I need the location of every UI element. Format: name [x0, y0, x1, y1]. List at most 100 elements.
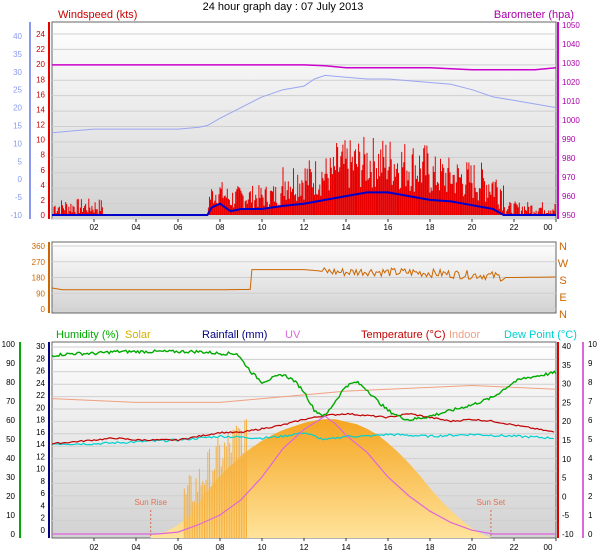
sun-markers: Sun Rise Sun Set: [134, 498, 506, 538]
uv-axis-label: 10: [588, 340, 597, 349]
barometer-axis: 1050 1040 1030 1020 1010 1000 990 980 970 960 950: [557, 21, 580, 220]
temp-axis-label: 10: [562, 455, 571, 464]
x-tick-label: 02: [90, 543, 99, 552]
inner-axis-label: 18: [36, 75, 45, 84]
inner-axis-label: 22: [36, 45, 45, 54]
x-tick-label: 20: [468, 543, 477, 552]
uv-axis-label: 5: [588, 435, 593, 444]
rain-axis-label: 6: [41, 489, 46, 498]
x-tick-label: 12: [300, 223, 309, 232]
inner-axis-label: 12: [36, 121, 45, 130]
humidity-axis-label: 90: [6, 359, 15, 368]
compass-label: E: [559, 292, 566, 304]
uv-axis-label: 9: [588, 359, 593, 368]
compass-label: S: [559, 275, 566, 287]
wind-direction-axis: 360 270 180 90 0: [32, 242, 50, 314]
temperature-axis: 40 35 30 25 20 15 10 5 0 -5 -10: [557, 342, 574, 539]
rain-axis-label: 28: [36, 354, 45, 363]
uv-axis-label: 7: [588, 397, 593, 406]
inner-axis-label: 24: [36, 30, 45, 39]
right-axis-label: 1030: [562, 59, 580, 68]
temp-axis-label: 5: [562, 474, 567, 483]
solar-area: [150, 419, 491, 538]
inner-axis-label: 16: [36, 90, 45, 99]
inner-axis-label: 2: [41, 196, 46, 205]
legend-entry: UV: [285, 329, 301, 341]
barometer-axis-title: Barometer (hpa): [494, 9, 574, 21]
temp-axis-label: 25: [562, 398, 571, 407]
rain-axis-label: 12: [36, 452, 45, 461]
compass-label: W: [558, 258, 569, 270]
uv-line: [52, 415, 556, 535]
temp-axis-label: -10: [562, 530, 574, 539]
humidity-axis-label: 80: [6, 378, 15, 387]
right-axis-label: 950: [562, 211, 576, 220]
rain-axis-label: 22: [36, 391, 45, 400]
rain-axis-label: 2: [41, 514, 46, 523]
outer-axis-label: 30: [13, 68, 22, 77]
outer-axis-label: 5: [18, 157, 23, 166]
solar-early-spikes: [183, 419, 247, 538]
temp-axis-label: 20: [562, 417, 571, 426]
rain-axis-label: 18: [36, 416, 45, 425]
x-tick-label: 16: [384, 223, 393, 232]
legend-entry: Temperature (°C): [361, 329, 445, 341]
right-axis-label: 980: [562, 154, 576, 163]
windspeed-average-line: [52, 191, 556, 216]
rain-axis-label: 10: [36, 465, 45, 474]
dir-axis-label: 360: [32, 242, 46, 251]
outer-axis-label: -5: [15, 193, 23, 202]
x-tick-label: 06: [174, 223, 183, 232]
uv-axis-label: 0: [588, 530, 593, 539]
uv-axis-label: 6: [588, 416, 593, 425]
humidity-axis-label: 60: [6, 416, 15, 425]
legend-entry: Dew Point (°C): [504, 329, 577, 341]
wind-direction-line: [51, 267, 556, 291]
right-axis-label: 1020: [562, 78, 580, 87]
humidity-line: [51, 349, 557, 422]
temp-axis-label: 15: [562, 436, 571, 445]
inner-axis-label: 14: [36, 105, 45, 114]
x-tick-label: 22: [510, 543, 519, 552]
outer-axis-label: 35: [13, 50, 22, 59]
dir-axis-label: 270: [32, 258, 46, 267]
humidity-axis-label: 50: [6, 435, 15, 444]
x-tick-label: 22: [510, 223, 519, 232]
x-tick-label: 02: [90, 223, 99, 232]
x-tick-label: 08: [216, 543, 225, 552]
right-axis-label: 1010: [562, 97, 580, 106]
inner-axis-label: 8: [41, 151, 46, 160]
dir-axis-label: 180: [32, 274, 46, 283]
x-tick-label: 12: [300, 543, 309, 552]
rain-axis-label: 8: [41, 477, 46, 486]
uv-axis-label: 3: [588, 473, 593, 482]
rain-axis-label: 26: [36, 367, 45, 376]
dir-axis-label: 0: [41, 305, 46, 314]
graph-title: 24 hour graph day : 07 July 2013: [203, 1, 364, 13]
right-axis-label: 1040: [562, 40, 580, 49]
inner-axis-label: 6: [41, 166, 46, 175]
compass-label: N: [559, 309, 567, 321]
outer-axis-label: 10: [13, 139, 22, 148]
uv-axis-label: 1: [588, 511, 593, 520]
rain-axis-label: 24: [36, 379, 45, 388]
x-tick-label: 16: [384, 543, 393, 552]
dew-point-line: [51, 431, 555, 446]
dir-axis-label: 90: [36, 289, 45, 298]
rain-axis-label: 0: [41, 526, 46, 535]
x-tick-label: 10: [258, 543, 267, 552]
uv-axis-label: 4: [588, 454, 593, 463]
right-axis-label: 1050: [562, 21, 580, 30]
right-axis-label: 1000: [562, 116, 580, 125]
x-tick-label: 18: [426, 223, 435, 232]
x-tick-label: 20: [468, 223, 477, 232]
inner-axis-label: 0: [41, 211, 46, 220]
outer-axis-label: 40: [13, 32, 22, 41]
humidity-axis-label: 0: [11, 530, 16, 539]
windspeed-axis-title: Windspeed (kts): [58, 9, 137, 21]
